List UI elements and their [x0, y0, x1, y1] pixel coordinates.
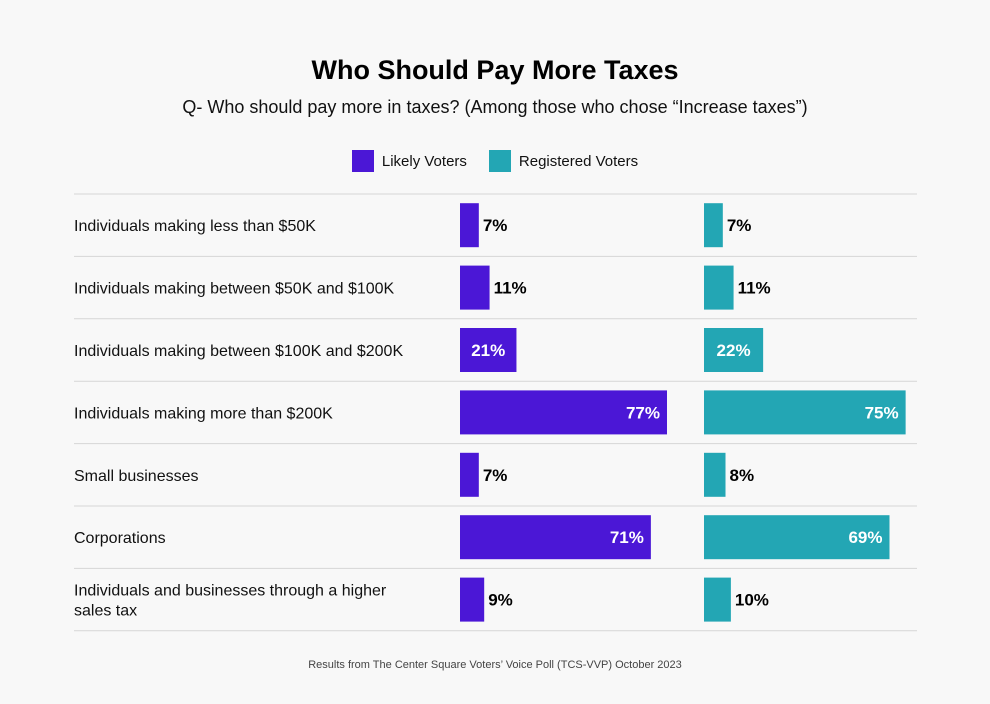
data-label: 75% — [865, 403, 899, 422]
data-label: 77% — [626, 403, 660, 422]
category-label: Individuals making between $50K and $100… — [74, 281, 395, 298]
bar — [704, 328, 764, 372]
category-label: Small businesses — [74, 468, 199, 485]
category-label: Individuals making less than $50K — [74, 218, 316, 235]
bar — [704, 265, 734, 310]
chart-title: Who Should Pay More Taxes — [311, 55, 679, 85]
footnote: Results from The Center Square Voters’ V… — [308, 659, 682, 671]
data-label: 7% — [483, 466, 508, 485]
category-label-line: Individuals and businesses through a hig… — [74, 583, 387, 600]
bar — [460, 265, 490, 310]
bar — [460, 328, 517, 372]
category-label-line: sales tax — [74, 603, 137, 620]
category-label-line: Individuals making more than $200K — [74, 405, 333, 422]
data-label: 8% — [730, 466, 755, 485]
bar — [460, 577, 485, 622]
category-label: Individuals making more than $200K — [74, 405, 333, 422]
chart-subtitle: Q- Who should pay more in taxes? (Among … — [182, 97, 808, 117]
category-label-line: Corporations — [74, 530, 166, 547]
legend-label-registered-voters: Registered Voters — [518, 152, 639, 170]
data-label: 7% — [483, 216, 508, 235]
bar — [460, 390, 667, 435]
category-label-line: Individuals making between $100K and $20… — [74, 343, 403, 360]
data-label: 11% — [494, 279, 527, 298]
category-label-line: Individuals making less than $50K — [74, 218, 316, 235]
legend-swatch-likely-voters — [351, 150, 374, 172]
bar — [460, 203, 479, 248]
category-label: Individuals and businesses through a hig… — [74, 583, 387, 620]
bar — [704, 203, 723, 248]
legend-label-likely-voters: Likely Voters — [381, 152, 467, 170]
legend: Likely Voters Registered Voters — [0, 150, 990, 172]
data-label: 21% — [471, 341, 505, 360]
category-label-line: Individuals making between $50K and $100… — [74, 281, 395, 298]
legend-item-registered-voters: Registered Voters — [488, 150, 639, 172]
data-label: 10% — [735, 591, 769, 610]
bar — [704, 577, 731, 622]
category-label: Corporations — [74, 530, 166, 547]
data-label: 69% — [848, 528, 882, 547]
legend-swatch-registered-voters — [488, 150, 511, 172]
category-label-line: Small businesses — [74, 468, 199, 485]
data-label: 9% — [488, 591, 513, 610]
data-label: 11% — [738, 279, 771, 298]
data-label: 71% — [610, 528, 644, 547]
legend-item-likely-voters: Likely Voters — [351, 150, 467, 172]
bar — [704, 515, 890, 560]
bar — [460, 515, 651, 560]
bar — [460, 452, 479, 497]
data-label: 7% — [727, 216, 752, 235]
bar — [704, 390, 906, 435]
category-label: Individuals making between $100K and $20… — [74, 343, 403, 360]
bar — [704, 452, 726, 497]
data-label: 22% — [717, 341, 751, 360]
